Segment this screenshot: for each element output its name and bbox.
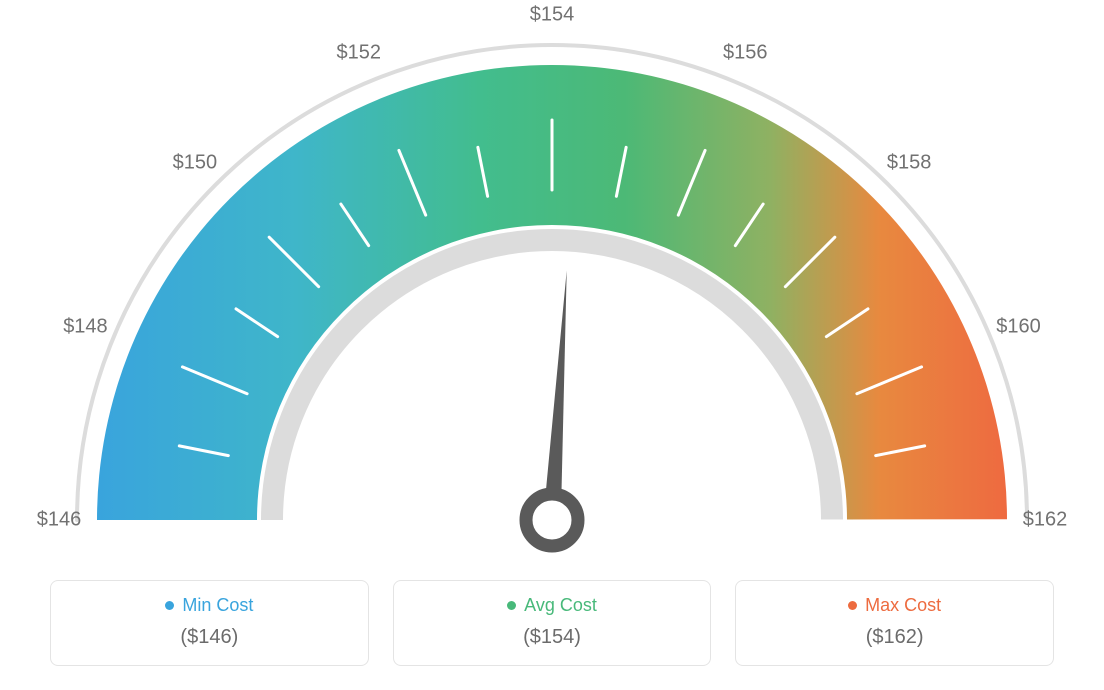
legend-min-dot-icon xyxy=(165,601,174,610)
legend-avg-dot-icon xyxy=(507,601,516,610)
gauge-tick-label: $158 xyxy=(887,151,932,174)
legend-avg-label: Avg Cost xyxy=(524,595,597,616)
gauge-tick-label: $160 xyxy=(996,315,1041,338)
legend-min-card: Min Cost ($146) xyxy=(50,580,369,666)
legend-max-label: Max Cost xyxy=(865,595,941,616)
gauge-chart: $146 $148 $150 $152 $154 $156 $158 $160 $162 xyxy=(0,0,1104,560)
gauge-tick-label: $146 xyxy=(37,509,82,532)
legend-min-title: Min Cost xyxy=(165,595,253,616)
legend-max-card: Max Cost ($162) xyxy=(735,580,1054,666)
legend-min-value: ($146) xyxy=(61,626,358,649)
legend-min-label: Min Cost xyxy=(182,595,253,616)
gauge-tick-label: $150 xyxy=(173,151,218,174)
gauge-tick-label: $148 xyxy=(63,315,108,338)
gauge-tick-label: $156 xyxy=(723,42,768,65)
legend-max-value: ($162) xyxy=(746,626,1043,649)
legend-avg-value: ($154) xyxy=(404,626,701,649)
legend-max-title: Max Cost xyxy=(848,595,941,616)
gauge-tick-label: $152 xyxy=(336,42,381,65)
legend-avg-card: Avg Cost ($154) xyxy=(393,580,712,666)
gauge-tick-label: $162 xyxy=(1023,509,1068,532)
legend-max-dot-icon xyxy=(848,601,857,610)
legend-row: Min Cost ($146) Avg Cost ($154) Max Cost… xyxy=(50,580,1054,666)
legend-avg-title: Avg Cost xyxy=(507,595,597,616)
gauge-tick-label: $154 xyxy=(530,4,575,27)
cost-gauge-widget: $146 $148 $150 $152 $154 $156 $158 $160 $162 Min… xyxy=(0,0,1104,690)
